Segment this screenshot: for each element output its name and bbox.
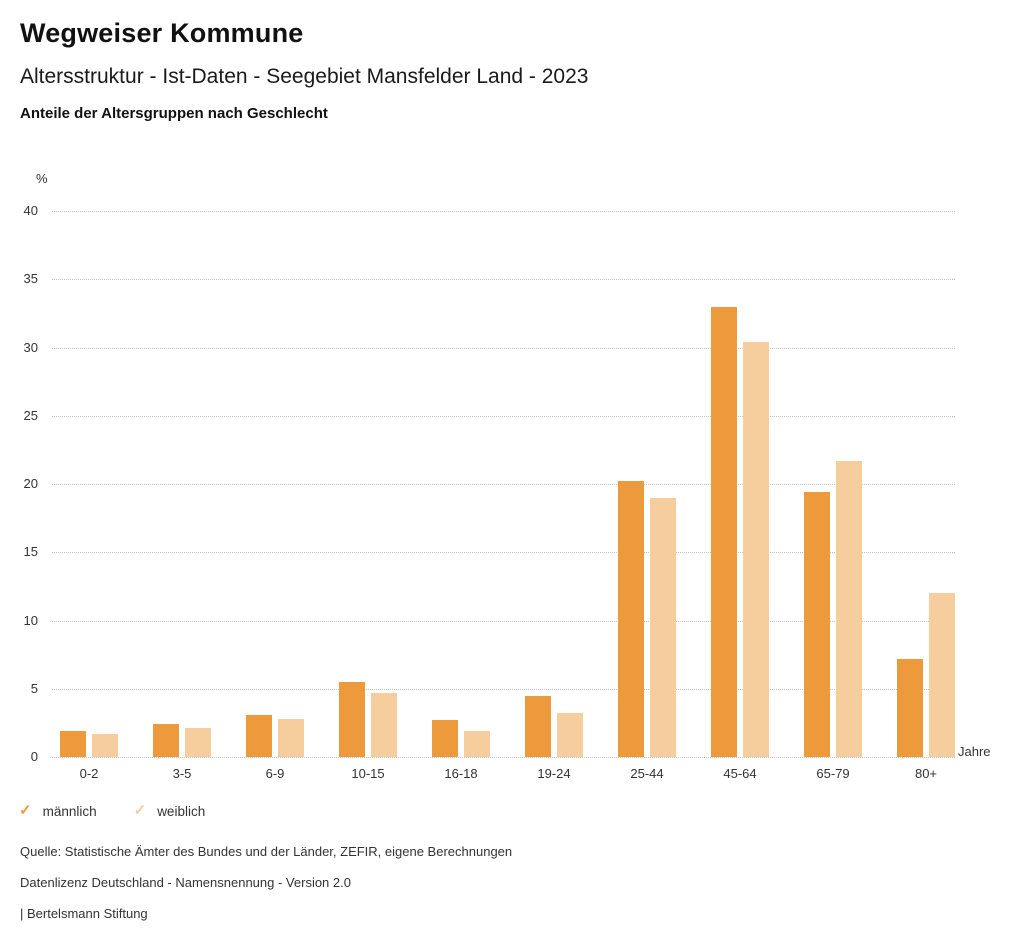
checkmark-icon-maennlich: ✓ [19, 802, 32, 819]
bar-weiblich-45-64[interactable] [743, 342, 769, 757]
gridline-10 [52, 620, 955, 622]
bar-weiblich-16-18[interactable] [464, 731, 490, 757]
legend-label-maennlich: männlich [42, 803, 97, 819]
x-tick-label-65-79: 65-79 [816, 766, 850, 781]
x-tick-label-10-15: 10-15 [351, 766, 385, 781]
y-axis-unit-label: % [36, 171, 48, 186]
gridline-35 [52, 279, 955, 281]
bar-maennlich-65-79[interactable] [804, 492, 830, 757]
bar-weiblich-65-79[interactable] [836, 460, 862, 757]
x-tick-label-16-18: 16-18 [444, 766, 478, 781]
bar-maennlich-25-44[interactable] [618, 481, 644, 757]
x-axis-unit-label: Jahre [958, 744, 991, 759]
x-tick-label-45-64: 45-64 [723, 766, 757, 781]
gridline-40 [52, 211, 955, 212]
y-tick-label-25: 25 [23, 407, 38, 423]
x-tick-label-6-9: 6-9 [265, 766, 285, 781]
license-line: Datenlizenz Deutschland - Namensnennung … [20, 875, 351, 890]
bar-maennlich-19-24[interactable] [525, 695, 551, 757]
gridline-15 [52, 552, 955, 554]
gridline-30 [52, 347, 955, 349]
x-tick-label-19-24: 19-24 [537, 766, 571, 781]
x-tick-label-25-44: 25-44 [630, 766, 664, 781]
legend-item-weiblich[interactable]: ✓ weiblich [134, 803, 206, 819]
x-tick-label-0-2: 0-2 [79, 766, 99, 781]
y-tick-label-5: 5 [30, 680, 38, 696]
gridline-20 [52, 484, 955, 485]
bar-weiblich-80plus[interactable] [929, 593, 955, 757]
bar-maennlich-16-18[interactable] [432, 720, 458, 757]
chart-legend: ✓ männlich ✓ weiblich [19, 803, 205, 819]
chart-subtitle: Altersstruktur - Ist-Daten - Seegebiet M… [20, 65, 589, 88]
legend-label-weiblich: weiblich [157, 803, 206, 819]
y-axis-tick-labels: 0 5 10 15 20 25 30 35 40 [12, 203, 38, 764]
bar-weiblich-3-5[interactable] [185, 728, 211, 757]
plot-area: 0-2 3-5 6-9 10-15 16-18 19-24 25-44 45-64 65-79 8… [52, 211, 955, 781]
bar-maennlich-45-64[interactable] [711, 306, 737, 757]
bar-weiblich-19-24[interactable] [557, 713, 583, 757]
bar-weiblich-6-9[interactable] [278, 718, 304, 757]
bar-maennlich-6-9[interactable] [246, 714, 272, 757]
bar-maennlich-0-2[interactable] [60, 731, 86, 757]
gridline-5 [52, 688, 955, 690]
bar-maennlich-10-15[interactable] [339, 681, 365, 757]
bar-weiblich-25-44[interactable] [650, 497, 676, 757]
y-tick-label-40: 40 [23, 203, 38, 218]
source-line: Quelle: Statistische Ämter des Bundes un… [20, 844, 513, 859]
bar-maennlich-80plus[interactable] [897, 658, 923, 757]
gridline-25 [52, 415, 955, 417]
y-tick-label-30: 30 [23, 339, 38, 355]
x-tick-label-3-5: 3-5 [172, 766, 192, 781]
checkmark-icon-weiblich: ✓ [133, 802, 147, 819]
gridline-0 [52, 757, 955, 758]
bar-maennlich-3-5[interactable] [153, 724, 179, 757]
y-tick-label-35: 35 [23, 271, 38, 287]
bar-weiblich-10-15[interactable] [371, 692, 397, 757]
chart-axis-title: Anteile der Altersgruppen nach Geschlech… [20, 105, 328, 122]
bar-weiblich-0-2[interactable] [92, 733, 118, 757]
x-tick-label-80plus: 80+ [914, 766, 938, 781]
legend-item-maennlich[interactable]: ✓ männlich [19, 803, 97, 819]
y-tick-label-10: 10 [23, 612, 38, 628]
y-tick-label-0: 0 [30, 749, 38, 764]
app-title: Wegweiser Kommune [20, 18, 304, 48]
y-tick-label-15: 15 [23, 544, 38, 560]
attribution-line: | Bertelsmann Stiftung [20, 906, 148, 921]
y-tick-label-20: 20 [23, 476, 38, 491]
